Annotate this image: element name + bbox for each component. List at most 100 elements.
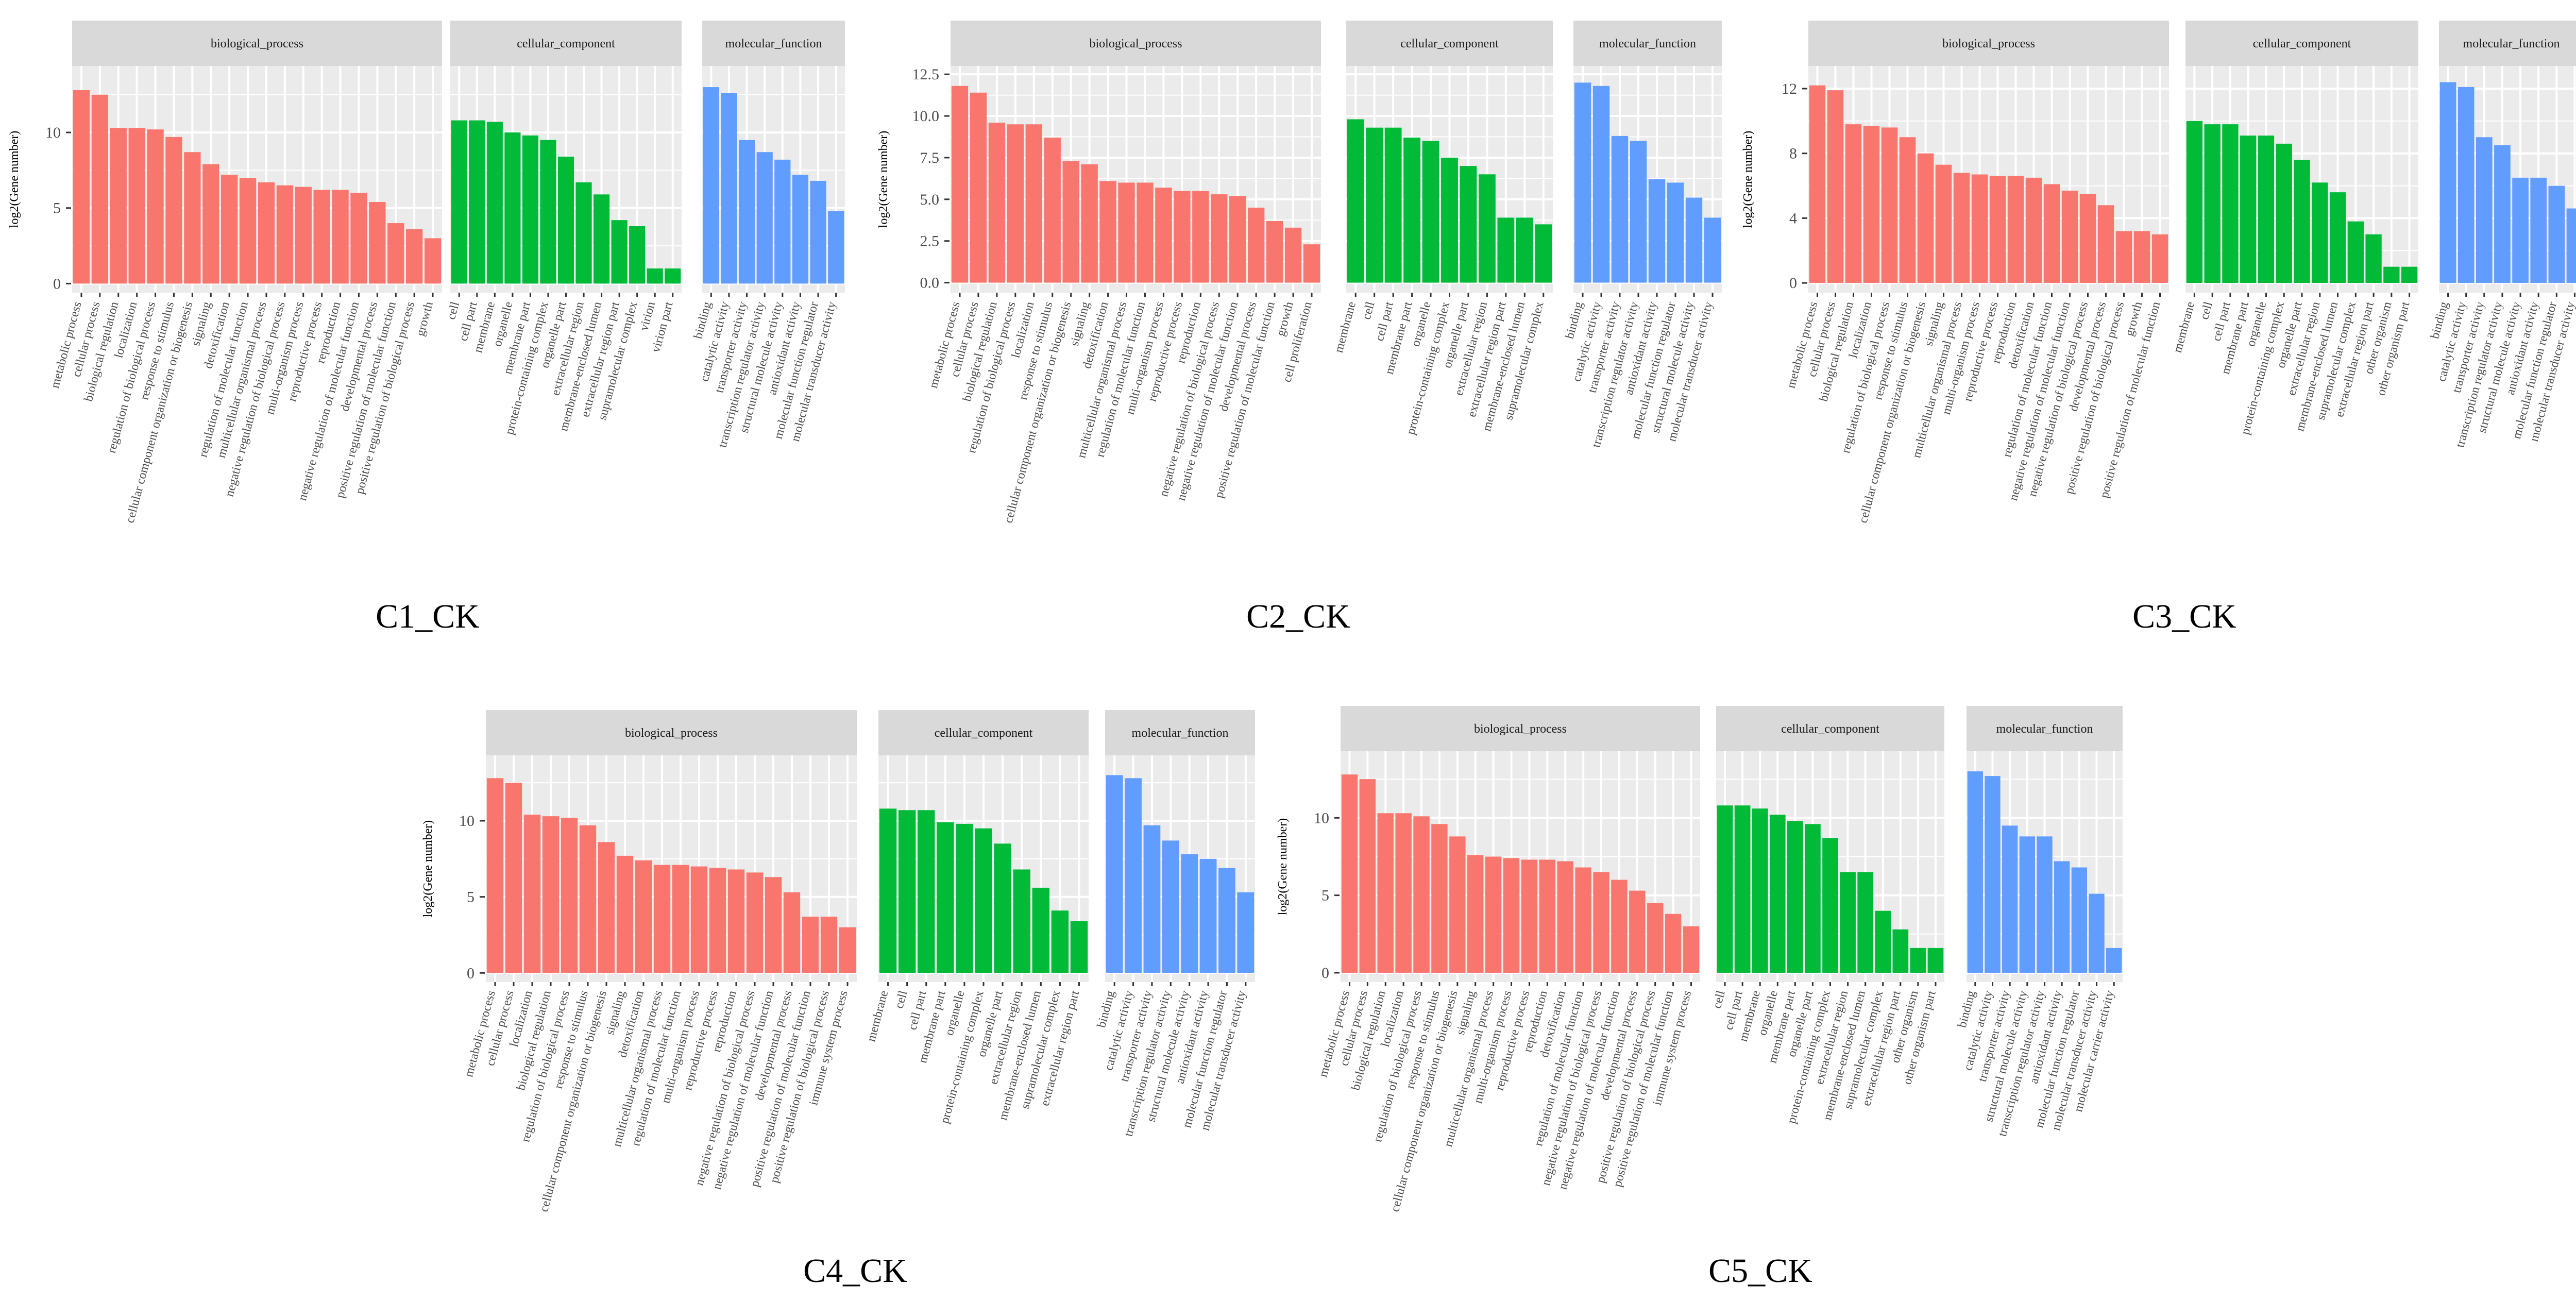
bar-localization	[1395, 813, 1412, 973]
bar-positive-regulation-of-molecular-function	[387, 223, 404, 284]
bar-cell-part	[469, 120, 485, 284]
bar-regulation-of-molecular-function	[672, 865, 689, 973]
bar-signaling	[616, 855, 634, 973]
bar-transporter-activity	[2002, 825, 2018, 973]
chart-title: C1_CK	[376, 598, 480, 635]
facet-strip-label: molecular_function	[2463, 37, 2560, 50]
x-tick-label: cell	[1710, 989, 1728, 1010]
bar-transcription-regulator-activity	[2037, 836, 2053, 973]
bar-organelle	[2258, 136, 2275, 283]
bar-positive-regulation-of-molecular-function	[1665, 914, 1682, 973]
bar-structural-molecule-activity	[2019, 836, 2035, 973]
facet-strip	[2439, 21, 2576, 66]
bar-antioxidant-activity	[2530, 177, 2547, 283]
bar-regulation-of-biological-process	[1881, 127, 1898, 283]
bar-cellular-component-organization-or-biogenesis	[184, 152, 201, 284]
bar-organelle	[956, 823, 973, 973]
bar-multicellular-organismal-process	[1485, 856, 1502, 973]
bar-cellular-process	[1359, 779, 1376, 973]
bar-organelle-part	[994, 843, 1011, 973]
bar-signaling	[1081, 164, 1098, 283]
bar-molecular-transducer-activity	[1704, 217, 1721, 283]
bar-biological-regulation	[1845, 124, 1862, 283]
bar-regulation-of-molecular-function	[1575, 867, 1591, 973]
bar-negative-regulation-of-molecular-function	[1611, 880, 1628, 973]
bar-catalytic-activity	[1592, 86, 1610, 283]
bar-localization	[1863, 126, 1880, 283]
bar-localization	[523, 815, 541, 973]
bar-negative-regulation-of-molecular-function	[765, 877, 782, 973]
y-tick-label: 10	[1314, 809, 1329, 826]
facet-strip	[1105, 710, 1255, 755]
bar-transcription-regulator-activity	[1162, 840, 1179, 973]
bar-growth	[424, 238, 442, 284]
panel-background	[1808, 66, 2169, 293]
bar-reproductive-process	[1521, 859, 1538, 973]
bar-reproduction	[727, 869, 745, 973]
bar-catalytic-activity	[1125, 778, 1142, 973]
bar-extracellular-region-part	[611, 220, 628, 284]
bar-reproductive-process	[313, 190, 330, 284]
facet-strip-label: molecular_function	[1996, 722, 2093, 736]
bar-developmental-process	[1629, 890, 1646, 973]
bar-negative-regulation-of-molecular-function	[1229, 196, 1246, 283]
bar-structural-molecule-activity	[1181, 854, 1198, 973]
bar-membrane-part	[2240, 136, 2257, 283]
bar-cell-part	[2222, 124, 2239, 283]
bar-response-to-stimulus	[1899, 137, 1916, 283]
bar-supramolecular-complex	[1051, 910, 1069, 973]
bar-developmental-process	[783, 892, 801, 973]
bar-binding	[2439, 82, 2456, 283]
y-axis-label: log2(Gene number)	[1741, 131, 1755, 228]
bar-structural-molecule-activity	[774, 159, 791, 284]
bar-biological-regulation	[988, 123, 1006, 283]
y-tick-label: 5	[467, 889, 474, 906]
bar-molecular-transducer-activity	[2566, 208, 2576, 283]
bar-extracellular-region	[1840, 872, 1856, 973]
facet-strip-label: biological_process	[1942, 37, 2035, 50]
facet-strip-label: cellular_component	[1781, 722, 1879, 736]
bar-positive-regulation-of-molecular-function	[2151, 234, 2168, 283]
chart-title: C5_CK	[1708, 1252, 1812, 1290]
bar-organelle	[1422, 141, 1439, 283]
bar-cellular-component-organization-or-biogenesis	[1062, 161, 1079, 283]
bar-extracellular-region-part	[2365, 234, 2382, 283]
bar-multicellular-organismal-process	[1118, 182, 1135, 283]
bar-extracellular-region-part	[1497, 217, 1515, 283]
bar-cell	[1717, 805, 1733, 973]
facet-strip-label: cellular_component	[935, 726, 1033, 740]
bar-membrane-part	[522, 135, 538, 284]
x-tick-label: cell	[2198, 300, 2215, 322]
facet-strip-label: biological_process	[1090, 37, 1182, 50]
bar-biological-regulation	[542, 816, 560, 973]
bar-negative-regulation-of-biological-process	[1593, 872, 1609, 973]
bar-molecular-function-regulator	[1218, 868, 1235, 973]
y-tick-label: 12	[1782, 80, 1797, 97]
facet-strip	[486, 710, 857, 755]
bar-regulation-of-biological-process	[147, 129, 164, 284]
bar-response-to-stimulus	[1044, 138, 1061, 283]
bar-cellular-component-organization-or-biogenesis	[598, 842, 615, 973]
bar-structural-molecule-activity	[2512, 177, 2529, 283]
bar-membrane-enclosed-lumen	[1032, 887, 1049, 973]
bar-molecular-transducer-activity	[2089, 893, 2105, 973]
bar-cellular-process	[970, 92, 987, 283]
facet-strip	[450, 21, 682, 66]
bar-response-to-stimulus	[165, 137, 182, 284]
bar-organelle-part	[2294, 160, 2310, 283]
bar-transporter-activity	[1143, 825, 1161, 973]
bar-membrane-enclosed-lumen	[594, 194, 610, 284]
bar-membrane-part	[1403, 138, 1420, 283]
bar-supramolecular-complex	[629, 226, 646, 284]
bar-transporter-activity	[2476, 137, 2493, 283]
y-tick-label: 8	[1789, 145, 1797, 162]
x-tick-label: growth	[414, 300, 436, 337]
bar-extracellular-region	[575, 182, 592, 284]
bar-reproductive-process	[1989, 176, 2006, 283]
